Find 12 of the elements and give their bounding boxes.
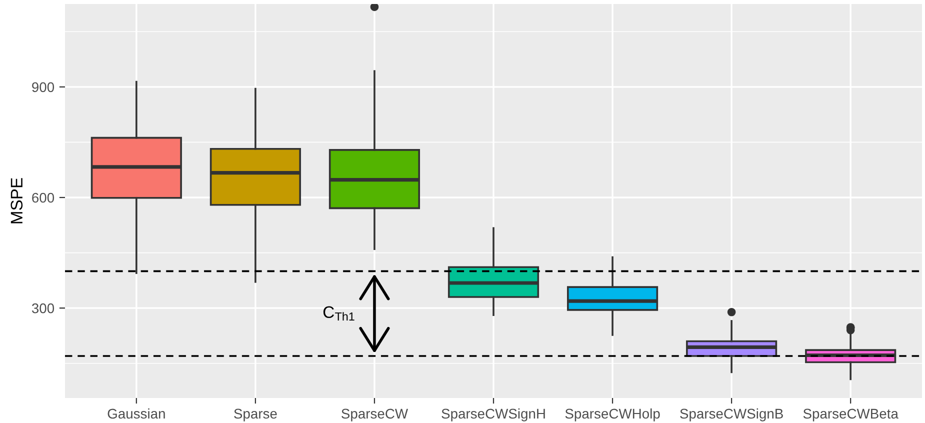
annotation: C$_{Th1}$ <box>323 306 354 321</box>
x-tick-label: Sparse <box>234 408 277 422</box>
x-tick-label: SparseCW <box>342 408 408 422</box>
y-axis-title: MSPE <box>10 178 23 224</box>
y-tick-label: 900 <box>32 82 54 92</box>
x-tick-label: SparseCWSignH <box>442 408 545 422</box>
y-tick-label: 300 <box>32 303 54 314</box>
x-tick-label: Gaussian <box>108 408 165 419</box>
x-tick-label: SparseCWHolp <box>565 408 660 422</box>
x-tick-label: SparseCWBeta <box>803 408 898 422</box>
y-tick-label: 600 <box>32 192 54 203</box>
x-tick-label: SparseCWSignB <box>680 408 783 422</box>
